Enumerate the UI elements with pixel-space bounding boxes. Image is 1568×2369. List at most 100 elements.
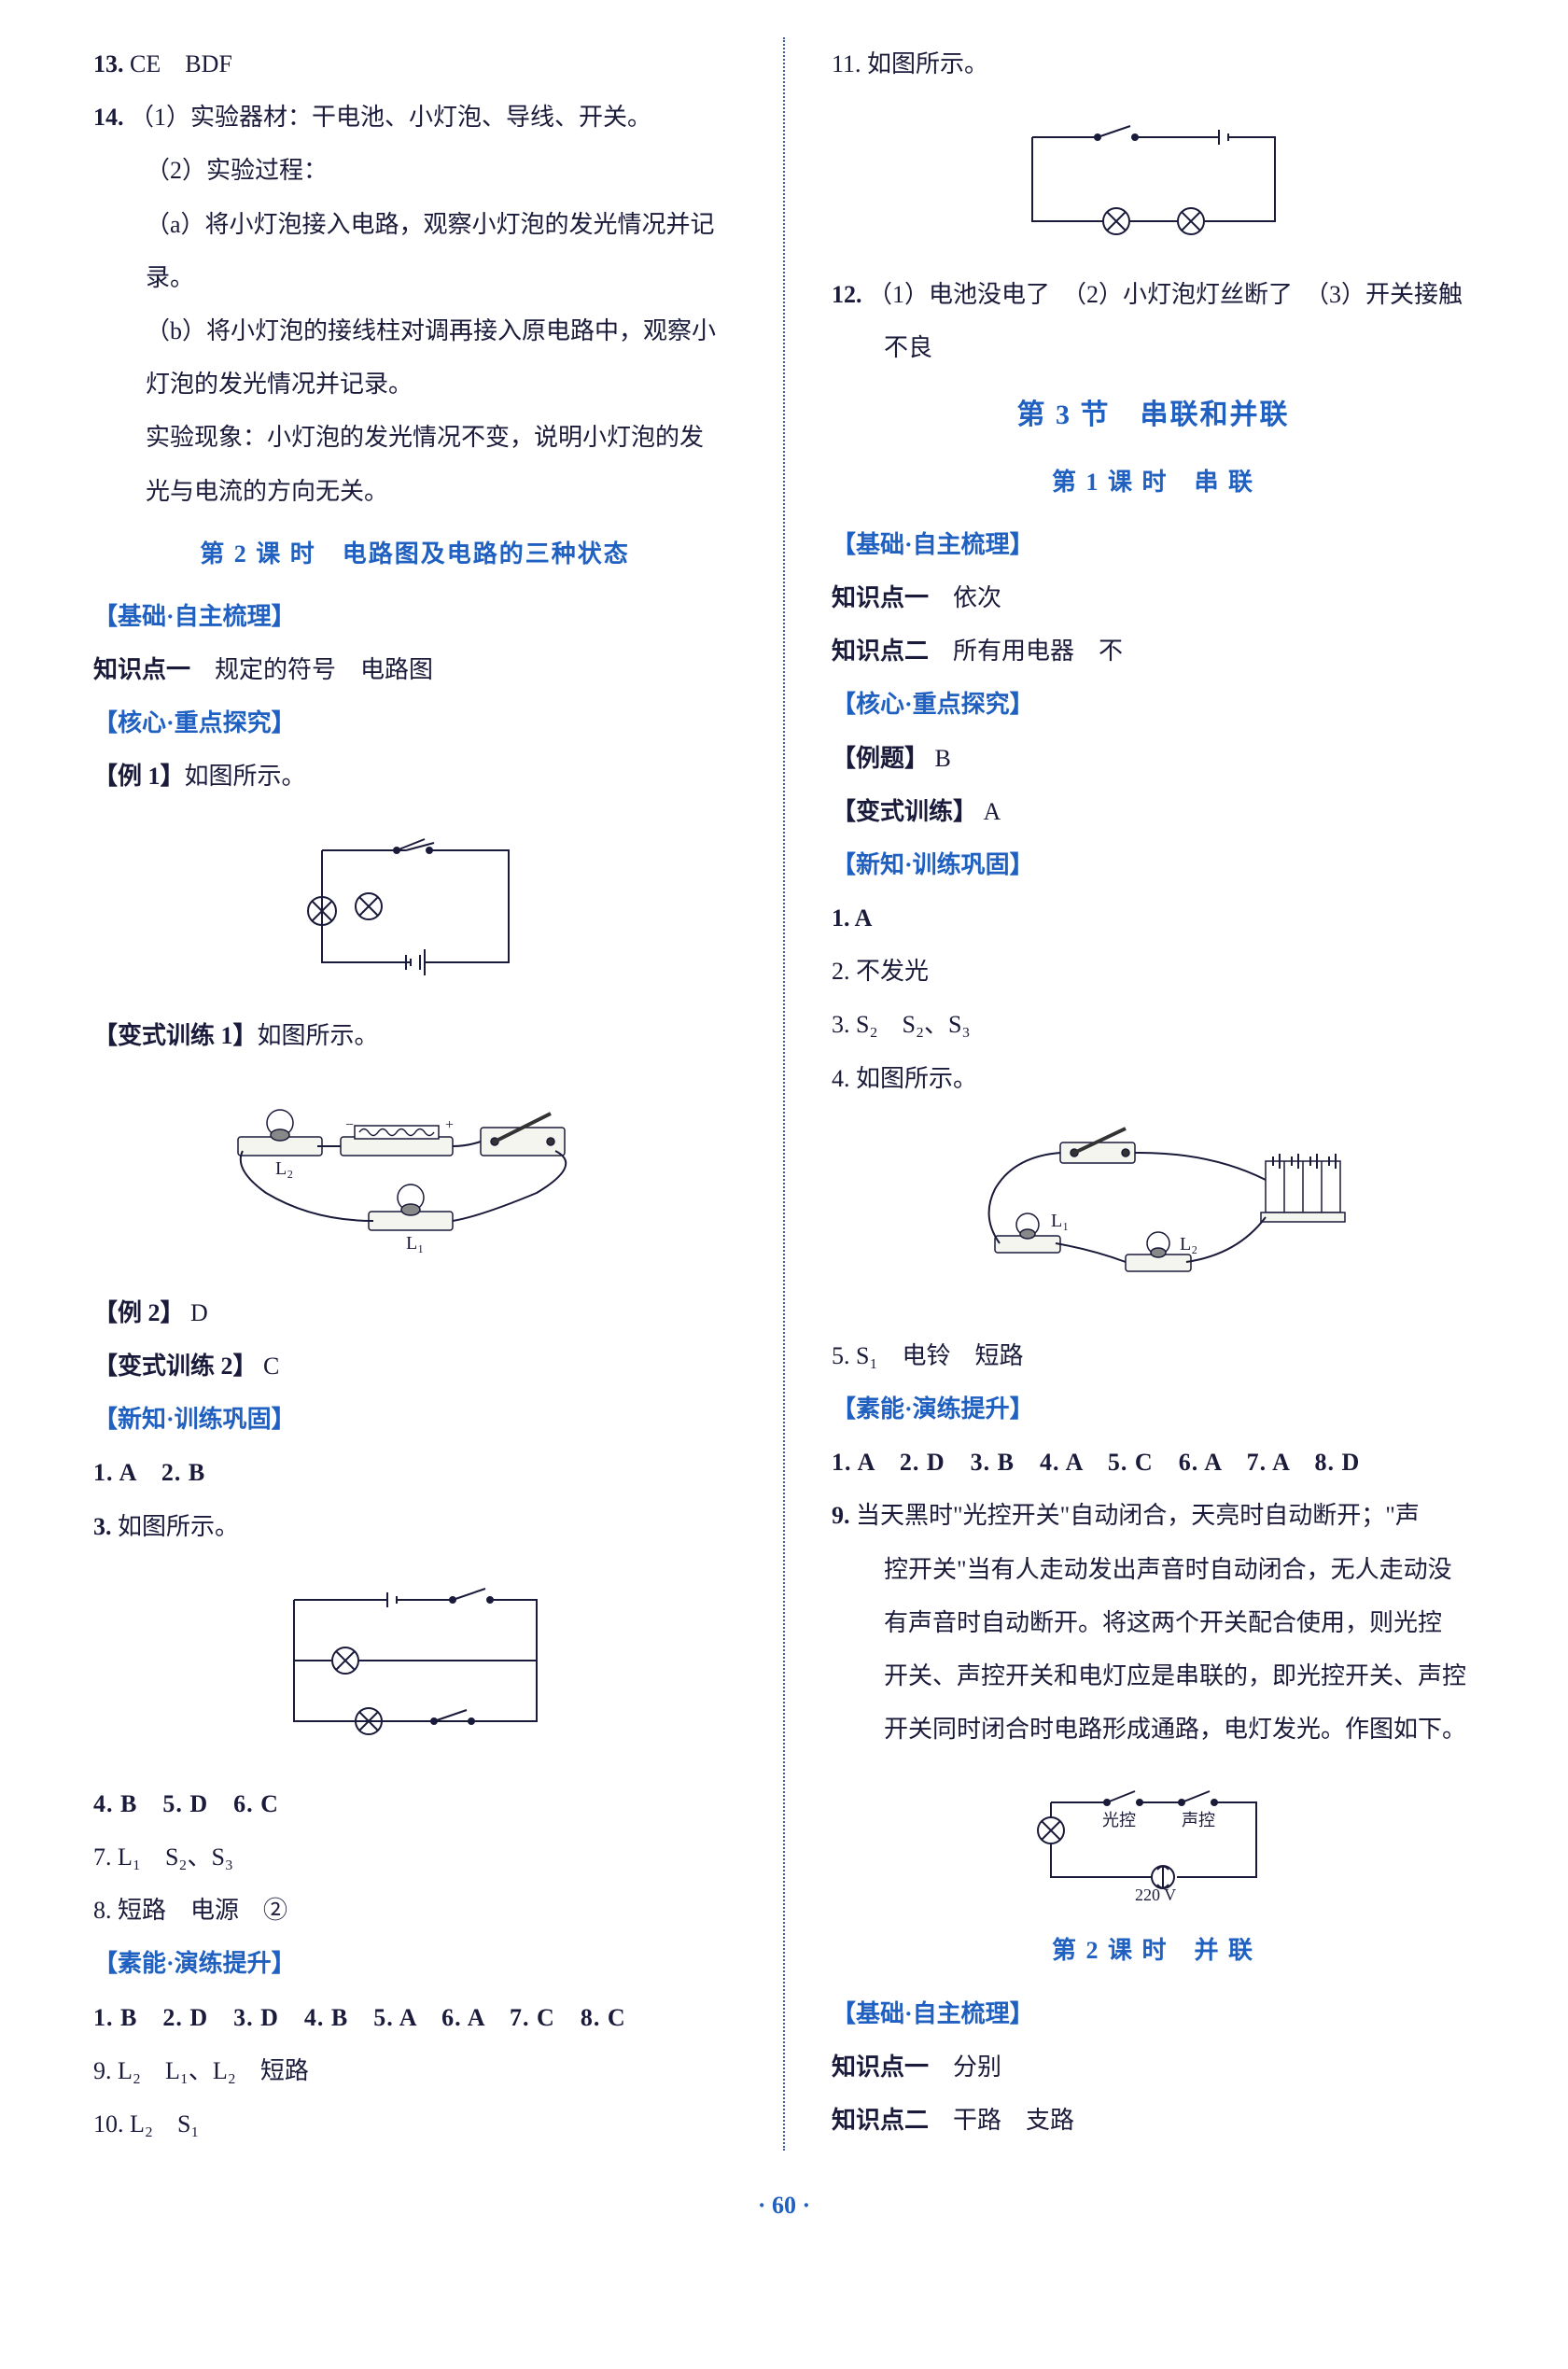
basic-label-l: 【基础·自主梳理】 [93,590,736,643]
lesson1-title-r: 第 1 课 时 串 联 [832,456,1475,509]
label-220v: 220 V [1135,1885,1176,1904]
q14-p2: （2）实验过程： [93,144,736,197]
core-label-l: 【核心·重点探究】 [93,696,736,750]
q14-pb2: 灯泡的发光情况并记录。 [93,357,736,411]
p9d: 开关、声控开关和电灯应是串联的，即光控开关、声控 [832,1649,1475,1703]
bsxlr-ans: A [984,798,1001,825]
t3-text: 如图所示。 [118,1513,239,1540]
train-label-l: 【新知·训练巩固】 [93,1393,736,1446]
circuit-diagram-4: 光控 声控 220 V [832,1774,1475,1905]
perf-label-l: 【素能·演练提升】 [93,1937,736,1990]
zsd1-label: 知识点一 [93,656,190,683]
bsxl-r: 【变式训练】 A [832,785,1475,838]
q14-1: 14. （1）实验器材：干电池、小灯泡、导线、开关。 [93,91,736,144]
bsxl1: 【变式训练 1】如图所示。 [93,1009,736,1062]
lesson2-title-r: 第 2 课 时 并 联 [832,1924,1475,1977]
zsd2b: 知识点二 干路 支路 [832,2094,1475,2147]
q14-num: 14. [93,104,124,131]
p10-l: 10. L₂ S₁ [93,2097,736,2151]
t5-r: 5. S₁ 电铃 短路 [832,1329,1475,1382]
zsd1-l: 知识点一 规定的符号 电路图 [93,643,736,696]
perf-label-r: 【素能·演练提升】 [832,1382,1475,1436]
basic-label-r: 【基础·自主梳理】 [832,518,1475,571]
label-l2-r: L₂ [1180,1234,1197,1255]
bsxl2: 【变式训练 2】 C [93,1339,736,1393]
zsd2r-label: 知识点二 [832,638,929,665]
q12: 12. （1）电池没电了 （2）小灯泡灯丝断了 （3）开关接触 [832,268,1475,321]
p-row-r: 1. A 2. D 3. B 4. A 5. C 6. A 7. A 8. D [832,1436,1475,1489]
zsd1-text: 规定的符号 电路图 [215,656,433,683]
zsd1-r: 知识点一 依次 [832,571,1475,624]
q12-p2: 不良 [832,321,1475,374]
q12-p1: （1）电池没电了 （2）小灯泡灯丝断了 （3）开关接触 [868,281,1463,308]
bsxl2-ans: C [263,1353,279,1380]
core-label-r: 【核心·重点探究】 [832,678,1475,731]
ex2-ans: D [190,1299,208,1326]
page-number: · 60 · [93,2179,1475,2232]
physical-circuit-diagram-2: L₁ L₂ [832,1124,1475,1311]
lesson2-title: 第 2 课 时 电路图及电路的三种状态 [93,527,736,581]
zsd1b-label: 知识点一 [832,2054,929,2081]
left-column: 13. CE BDF 14. （1）实验器材：干电池、小灯泡、导线、开关。 （2… [93,37,736,2151]
ex1-text: 如图所示。 [185,763,306,790]
q14-pa: （a）将小灯泡接入电路，观察小灯泡的发光情况并记录。 [93,198,736,304]
q14-pc: 实验现象：小灯泡的发光情况不变，说明小灯泡的发 [93,411,736,464]
q12-num: 12. [832,281,862,308]
q13-ans: CE BDF [130,50,232,77]
t7-l: 7. L₁ S₂、S₃ [93,1830,736,1884]
q11: 11. 如图所示。 [832,37,1475,91]
svg-text:+: + [445,1117,454,1133]
p9c: 有声音时自动断开。将这两个开关配合使用，则光控 [832,1596,1475,1649]
circuit-diagram-1 [93,822,736,990]
t8-l: 8. 短路 电源 ② [93,1884,736,1937]
train-label-r: 【新知·训练巩固】 [832,838,1475,891]
q13-num: 13. [93,50,124,77]
label-l1: L₁ [406,1233,424,1254]
label-l1-r: L₁ [1051,1211,1069,1231]
p9e: 开关同时闭合时电路形成通路，电灯发光。作图如下。 [832,1703,1475,1756]
t456-l: 4. B 5. D 6. C [93,1777,736,1830]
ex1-label: 【例 1】 [93,763,185,790]
page-content: 13. CE BDF 14. （1）实验器材：干电池、小灯泡、导线、开关。 （2… [93,37,1475,2151]
label-sheng: 声控 [1182,1811,1215,1829]
zsd2r-text: 所有用电器 不 [953,638,1123,665]
svg-text:−: − [345,1117,354,1133]
t2-r: 2. 不发光 [832,945,1475,998]
ex2: 【例 2】 D [93,1286,736,1339]
q14-p1: （1）实验器材：干电池、小灯泡、导线、开关。 [130,104,651,131]
q14-pc2: 光与电流的方向无关。 [93,465,736,518]
zsd2b-label: 知识点二 [832,2107,929,2134]
bsxl1-text: 如图所示。 [258,1022,379,1049]
ex-r: 【例题】 B [832,732,1475,785]
physical-circuit-diagram: − + L₂ L₁ [93,1081,736,1268]
p9b: 控开关"当有人走动发出声音时自动闭合，无人走动没 [832,1543,1475,1596]
t3-r: 3. S₂ S₂、S₃ [832,998,1475,1051]
t1-r: 1. A [832,891,1475,945]
q14-pb: （b）将小灯泡的接线柱对调再接入原电路中，观察小 [93,304,736,357]
exr-label: 【例题】 [832,745,929,772]
bsxl1-label: 【变式训练 1】 [93,1022,258,1049]
bsxlr-label: 【变式训练】 [832,798,977,825]
exr-ans: B [935,745,951,772]
zsd1b-text: 分别 [953,2054,1001,2081]
t1-l: 1. A 2. B [93,1446,736,1499]
basic-label-r2: 【基础·自主梳理】 [832,1987,1475,2040]
bsxl2-label: 【变式训练 2】 [93,1353,258,1380]
zsd2b-text: 干路 支路 [953,2107,1074,2134]
p9a: 9. 当天黑时"光控开关"自动闭合，天亮时自动断开；"声 [832,1489,1475,1542]
circuit-diagram-3 [832,109,1475,249]
p-row-l: 1. B 2. D 3. D 4. B 5. A 6. A 7. C 8. C [93,1991,736,2044]
zsd1r-text: 依次 [953,584,1001,611]
ex2-label: 【例 2】 [93,1299,185,1326]
zsd1b: 知识点一 分别 [832,2040,1475,2094]
t4-r: 4. 如图所示。 [832,1052,1475,1105]
p9a-t: 当天黑时"光控开关"自动闭合，天亮时自动断开；"声 [856,1502,1420,1529]
t3-l: 3. 如图所示。 [93,1500,736,1553]
zsd1r-label: 知识点一 [832,584,929,611]
ex1: 【例 1】如图所示。 [93,750,736,803]
zsd2-r: 知识点二 所有用电器 不 [832,624,1475,678]
p9-l: 9. L₂ L₁、L₂ 短路 [93,2044,736,2097]
label-l2: L₂ [275,1158,293,1179]
column-divider [783,37,785,2151]
section3-title: 第 3 节 串联和并联 [832,385,1475,446]
